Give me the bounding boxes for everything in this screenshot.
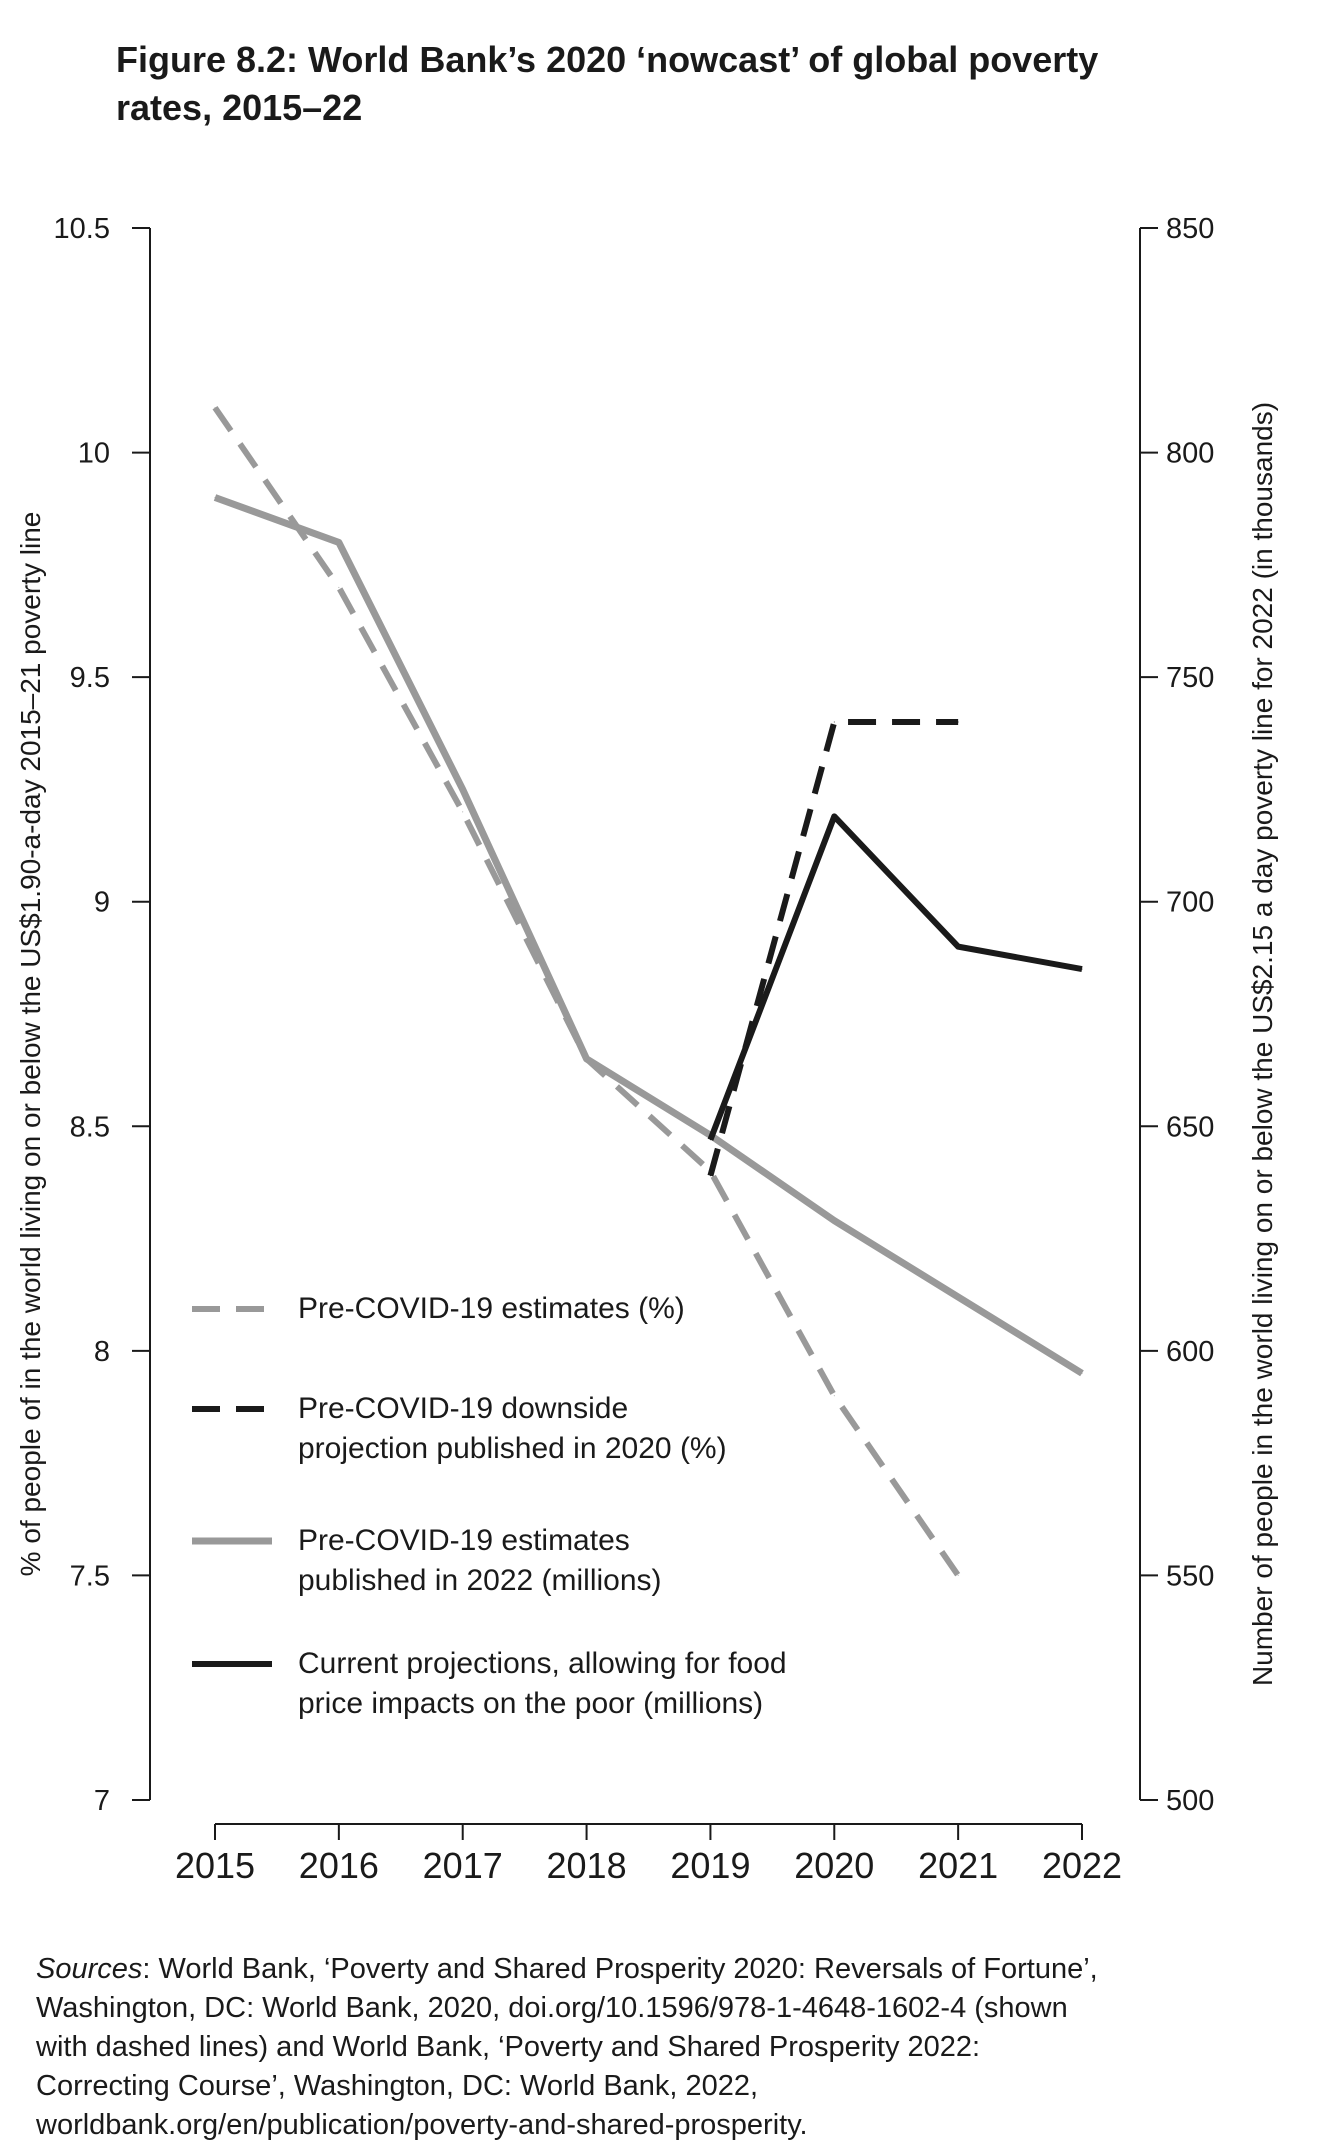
sources-line-1: Sources: World Bank, ‘Poverty and Shared… (36, 1950, 1306, 1989)
left-tick-label: 7.5 (70, 1560, 110, 1592)
series-1-point (338, 586, 340, 588)
legend-label-1: Pre-COVID-19 estimates (%) (298, 1292, 685, 1325)
series-4-point (833, 815, 835, 817)
series-3-point (833, 1220, 835, 1222)
series-line-4 (707, 813, 1083, 1141)
right-tick-label: 700 (1166, 887, 1214, 919)
right-tick-label: 750 (1166, 662, 1214, 694)
x-tick-label: 2022 (1042, 1845, 1122, 1886)
series-4-point (957, 946, 959, 948)
right-tick-label: 600 (1166, 1336, 1214, 1368)
figure-title-line-1: Figure 8.2: World Bank’s 2020 ‘nowcast’ … (116, 39, 1099, 80)
x-tick-label: 2020 (794, 1845, 874, 1886)
legend-label-3: Pre-COVID-19 estimates (298, 1524, 630, 1557)
sources-note: Sources: World Bank, ‘Poverty and Shared… (36, 1950, 1306, 2145)
series-3-point (1081, 1372, 1083, 1374)
legend-label-2: Pre-COVID-19 downside (298, 1392, 628, 1425)
sources-line-4: Correcting Course’, Washington, DC: Worl… (36, 2070, 759, 2102)
left-axis-title: % of people of in the world living on or… (15, 512, 46, 1577)
series-3-point (214, 496, 216, 498)
x-tick-label: 2021 (918, 1845, 998, 1886)
legend-label-4: Current projections, allowing for food (298, 1647, 787, 1680)
series-3-point (338, 541, 340, 543)
figure-title-line-2: rates, 2015–22 (116, 87, 363, 128)
sources-line-1-text: : World Bank, ‘Poverty and Shared Prospe… (142, 1953, 1098, 1985)
series-4-point (709, 1139, 711, 1141)
right-tick-label: 800 (1166, 438, 1214, 470)
series-3-point (586, 1058, 588, 1060)
x-tick-label: 2018 (547, 1845, 627, 1886)
right-tick-label: 650 (1166, 1111, 1214, 1143)
series-line-3 (213, 494, 1084, 1377)
left-tick-label: 10 (78, 438, 110, 470)
series-3-point (957, 1296, 959, 1298)
sources-line-3: with dashed lines) and World Bank, ‘Pove… (36, 2031, 981, 2063)
right-axis-title: Number of people in the world living on … (1247, 402, 1278, 1686)
series-3-point (462, 788, 464, 790)
series-2-point (709, 1175, 711, 1177)
right-tick-label: 550 (1166, 1560, 1214, 1592)
series-2-point (833, 721, 835, 723)
legend-label-4: price impacts on the poor (millions) (298, 1687, 763, 1720)
left-tick-label: 8.5 (70, 1111, 110, 1143)
left-tick-label: 7 (94, 1785, 110, 1817)
series-1-point (957, 1574, 959, 1576)
poverty-chart: 7 7.5 8 8.5 9 9.5 10 10.5 500 550 600 650 700 750 800 8… (15, 213, 1278, 1886)
legend: Pre-COVID-19 estimates (%) Pre-COVID-19 d… (192, 1292, 787, 1720)
sources-line-2: Washington, DC: World Bank, 2020, doi.or… (36, 1992, 1068, 2024)
x-tick-label: 2016 (299, 1845, 379, 1886)
right-tick-label: 500 (1166, 1785, 1214, 1817)
legend-label-2: projection published in 2020 (%) (298, 1432, 727, 1465)
figure-title: Figure 8.2: World Bank’s 2020 ‘nowcast’ … (116, 36, 1266, 132)
series-4-point (1081, 968, 1083, 970)
series-2-point (957, 721, 959, 723)
x-tick-label: 2015 (175, 1845, 255, 1886)
left-tick-label: 10.5 (54, 213, 110, 245)
series-1-point (462, 811, 464, 813)
left-tick-label: 8 (94, 1336, 110, 1368)
x-tick-label: 2019 (670, 1845, 750, 1886)
legend-label-3: published in 2022 (millions) (298, 1564, 662, 1597)
sources-line-5: worldbank.org/en/publication/poverty-and… (36, 2109, 808, 2141)
right-tick-label: 850 (1166, 213, 1214, 245)
left-tick-label: 9.5 (70, 662, 110, 694)
series-1-point (214, 407, 216, 409)
sources-label: Sources (36, 1953, 143, 1985)
series-line-2 (707, 719, 959, 1177)
series-1-point (833, 1395, 835, 1397)
x-tick-label: 2017 (423, 1845, 503, 1886)
axes: 7 7.5 8 8.5 9 9.5 10 10.5 500 550 600 650 700 750 800 8… (15, 213, 1278, 1886)
left-tick-label: 9 (94, 887, 110, 919)
data-series (212, 405, 1084, 1578)
